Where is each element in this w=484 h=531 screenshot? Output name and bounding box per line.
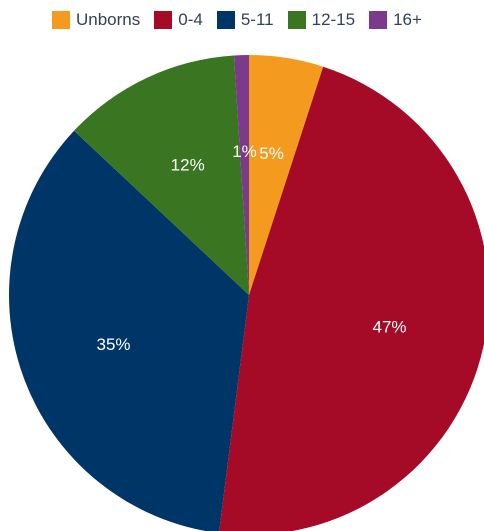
legend-swatch-16-plus bbox=[369, 11, 388, 29]
legend-swatch-12-15 bbox=[287, 11, 306, 29]
pie-slice-16-plus bbox=[233, 55, 249, 295]
pie-slice-12-15 bbox=[74, 55, 249, 295]
slice-label-16-plus: 1% bbox=[232, 142, 257, 161]
slice-label-0-4: 47% bbox=[373, 317, 407, 336]
pie-slice-unborns bbox=[249, 55, 324, 295]
slice-label-12-15: 12% bbox=[171, 156, 205, 175]
slice-label-5-11: 35% bbox=[96, 335, 130, 354]
legend-swatch-0-4 bbox=[154, 11, 173, 29]
legend-item-16-plus: 16+ bbox=[369, 10, 422, 30]
legend-label-16-plus: 16+ bbox=[393, 10, 422, 29]
legend-item-0-4: 0-4 bbox=[154, 10, 203, 30]
legend-label-0-4: 0-4 bbox=[178, 10, 203, 29]
legend-label-5-11: 5-11 bbox=[240, 10, 274, 29]
legend-swatch-5-11 bbox=[216, 11, 235, 29]
chart-legend: Unborns 0-4 5-11 12-15 16+ bbox=[52, 10, 422, 30]
legend-item-5-11: 5-11 bbox=[216, 10, 274, 30]
legend-item-unborns: Unborns bbox=[52, 10, 140, 30]
pie-slice-5-11 bbox=[9, 130, 249, 531]
legend-item-12-15: 12-15 bbox=[287, 10, 356, 30]
legend-label-12-15: 12-15 bbox=[311, 10, 356, 29]
slice-label-unborns: 5% bbox=[259, 144, 284, 163]
pie-slice-0-4 bbox=[219, 66, 484, 531]
legend-swatch-unborns bbox=[52, 11, 70, 29]
legend-label-unborns: Unborns bbox=[76, 10, 141, 29]
